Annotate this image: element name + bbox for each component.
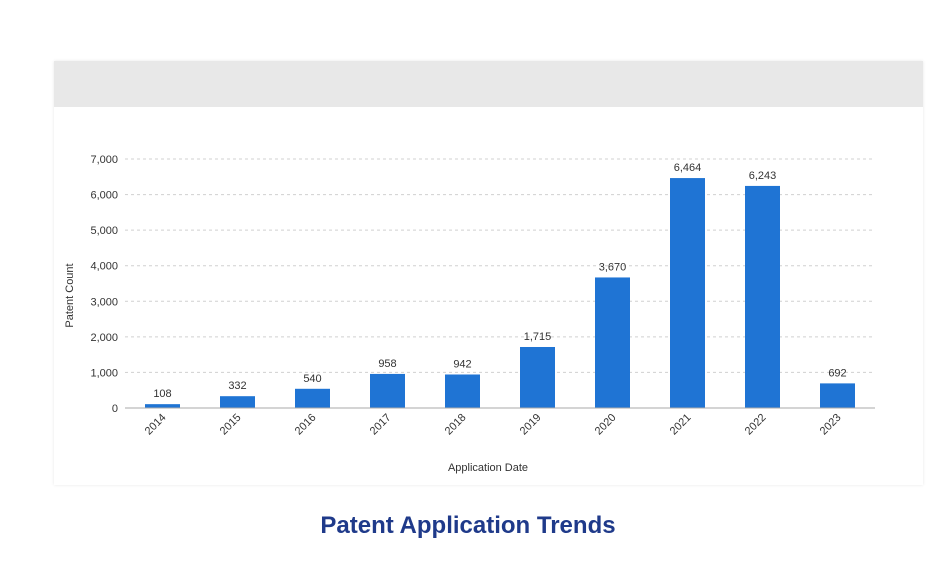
y-axis-title: Patent Count <box>64 263 76 327</box>
bar <box>445 374 480 408</box>
x-axis-ticks: 2014 2015 2016 2017 2018 2019 2020 2021 2022 2023 <box>143 412 844 438</box>
data-label: 6,464 <box>674 162 702 174</box>
data-label: 332 <box>228 380 246 392</box>
y-axis-ticks: 0 1,000 2,000 3,000 4,000 5,000 6,000 7,000 <box>90 154 118 415</box>
y-tick-label: 1,000 <box>90 367 118 379</box>
bar <box>520 347 555 408</box>
bar <box>745 186 780 408</box>
bar <box>295 389 330 408</box>
bars <box>145 178 855 408</box>
y-tick-label: 4,000 <box>90 261 118 273</box>
y-tick-label: 7,000 <box>90 154 118 166</box>
data-label: 942 <box>453 358 471 370</box>
bar <box>145 404 180 408</box>
data-label: 540 <box>303 373 321 385</box>
data-label: 108 <box>153 388 171 400</box>
data-label: 692 <box>828 367 846 379</box>
y-tick-label: 2,000 <box>90 332 118 344</box>
x-axis-title: Application Date <box>448 462 528 474</box>
bar <box>370 374 405 408</box>
x-tick-label: 2016 <box>293 412 319 438</box>
data-labels: 108 332 540 958 942 1,715 3,670 6,464 6,243 692 <box>153 162 846 400</box>
data-label: 958 <box>378 358 396 370</box>
bar <box>670 178 705 408</box>
bar <box>820 383 855 408</box>
bar <box>595 277 630 408</box>
x-tick-label: 2018 <box>443 412 469 438</box>
y-tick-label: 0 <box>112 403 118 415</box>
x-tick-label: 2015 <box>218 412 244 438</box>
data-label: 1,715 <box>524 331 552 343</box>
x-tick-label: 2017 <box>368 412 394 438</box>
figure-caption: Patent Application Trends <box>0 512 936 540</box>
x-tick-label: 2023 <box>818 412 844 438</box>
x-tick-label: 2019 <box>518 412 544 438</box>
data-label: 6,243 <box>749 170 777 182</box>
y-tick-label: 6,000 <box>90 190 118 202</box>
x-tick-label: 2014 <box>143 412 169 438</box>
x-tick-label: 2022 <box>743 412 769 438</box>
x-tick-label: 2020 <box>593 412 619 438</box>
y-tick-label: 3,000 <box>90 296 118 308</box>
x-tick-label: 2021 <box>668 412 694 438</box>
y-tick-label: 5,000 <box>90 225 118 237</box>
bar <box>220 396 255 408</box>
data-label: 3,670 <box>599 261 627 273</box>
